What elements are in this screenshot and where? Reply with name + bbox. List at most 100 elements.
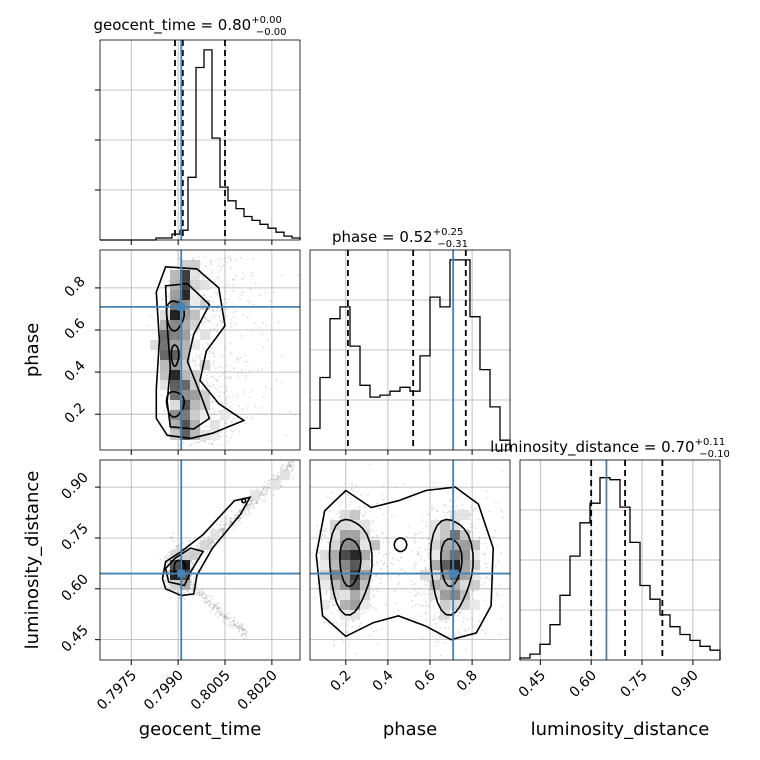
sample-point [202, 596, 205, 598]
density-cell [170, 390, 180, 400]
sample-point [465, 630, 468, 633]
sample-point [202, 323, 205, 325]
sample-point [286, 465, 289, 468]
sample-point [428, 513, 431, 515]
sample-point [289, 465, 291, 468]
sample-point [170, 537, 173, 540]
density-luminosity_distance-vs-phase [309, 460, 510, 660]
sample-point [446, 511, 449, 514]
sample-point [220, 529, 223, 532]
sample-point [232, 394, 235, 397]
sample-point [333, 640, 335, 642]
density-cell [440, 600, 450, 610]
sample-point [413, 589, 416, 591]
sample-point [230, 510, 233, 513]
density-cell [170, 370, 180, 380]
sample-point [232, 311, 235, 313]
density-cell [170, 320, 180, 330]
sample-point [206, 374, 208, 377]
sample-point [227, 256, 230, 259]
sample-point [203, 538, 206, 541]
sample-point [222, 531, 224, 533]
sample-point [210, 261, 213, 263]
sample-point [420, 593, 422, 596]
sample-point [241, 627, 244, 630]
sample-point [216, 608, 219, 610]
sample-point [485, 576, 488, 579]
density-luminosity_distance-vs-geocent_time [100, 459, 300, 660]
sample-point [203, 439, 206, 442]
sample-point [231, 430, 234, 433]
sample-point [472, 509, 475, 512]
sample-point [160, 394, 163, 397]
sample-point [220, 444, 223, 446]
sample-point [316, 524, 319, 527]
density-cell [430, 580, 440, 590]
sample-point [327, 541, 329, 543]
sample-point [290, 475, 293, 477]
sample-point [272, 477, 275, 480]
sample-point [208, 604, 211, 607]
sample-point [241, 633, 244, 636]
sample-point [433, 481, 436, 484]
sample-point [229, 520, 231, 523]
sample-point [236, 372, 239, 375]
sample-point [215, 605, 218, 607]
density-cell [460, 510, 470, 520]
sample-point [204, 440, 207, 443]
density-cell [460, 570, 470, 580]
sample-point [438, 615, 441, 618]
density-cell [180, 350, 190, 360]
sample-point [371, 536, 374, 539]
sample-point [155, 350, 158, 353]
sample-point [415, 594, 418, 596]
sample-point [425, 566, 427, 569]
sample-point [378, 507, 381, 510]
sample-point [418, 546, 421, 549]
sample-point [242, 336, 244, 339]
sample-point [470, 506, 473, 509]
sample-point [372, 519, 374, 522]
sample-point [264, 486, 266, 489]
sample-point [322, 530, 325, 533]
sample-point [223, 524, 226, 527]
sample-point [166, 554, 169, 557]
sample-point [230, 521, 233, 524]
sample-point [210, 413, 213, 416]
sample-point [207, 535, 210, 538]
sample-point [223, 257, 226, 260]
sample-point [370, 585, 372, 587]
sample-point [247, 513, 249, 516]
sample-point [221, 324, 224, 327]
sample-point [246, 506, 249, 509]
sample-point [220, 528, 223, 531]
sample-point [233, 514, 236, 517]
sample-point [376, 590, 379, 592]
sample-point [274, 478, 276, 480]
sample-point [212, 541, 215, 544]
sample-point [288, 461, 290, 463]
sample-point [426, 554, 429, 557]
sample-point [165, 579, 167, 582]
sample-point [189, 560, 192, 563]
sample-point [242, 629, 245, 632]
sample-point [383, 562, 386, 564]
sample-point [329, 510, 331, 513]
sample-point [263, 493, 266, 496]
sample-point [194, 440, 197, 443]
sample-point [232, 418, 235, 421]
sample-point [189, 540, 191, 543]
sample-point [216, 322, 219, 325]
sample-point [203, 255, 206, 258]
sample-point [289, 411, 292, 413]
sample-point [212, 363, 215, 365]
sample-point [211, 352, 214, 354]
sample-point [239, 334, 242, 337]
sample-point [211, 443, 214, 446]
sample-point [324, 534, 326, 537]
sample-point [190, 575, 193, 577]
sample-point [238, 629, 241, 632]
sample-point [250, 502, 253, 505]
density-cell [180, 260, 190, 270]
sample-point [245, 422, 248, 425]
